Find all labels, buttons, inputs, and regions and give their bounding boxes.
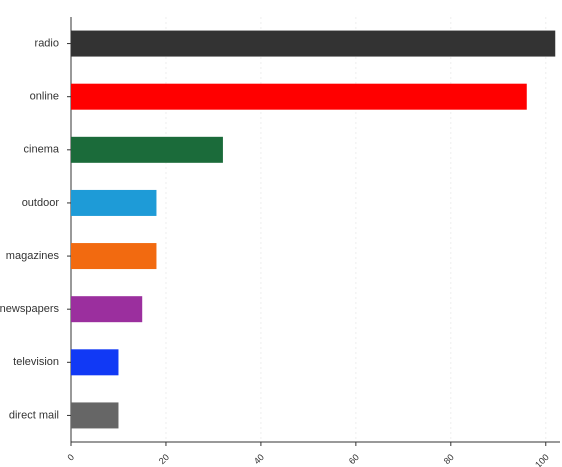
bar [71,296,143,323]
x-tick-label: 100 [533,452,551,467]
x-tick-label: 0 [65,452,76,463]
y-tick-label: outdoor [22,197,60,209]
bar [71,243,157,270]
y-tick-label: television [13,356,59,368]
x-tick-label: 40 [252,452,266,466]
y-tick-label: newspapers [0,303,59,315]
y-tick-label: magazines [6,250,60,262]
bar [71,83,527,110]
bar [71,136,223,163]
y-tick-label: cinema [24,144,60,156]
x-tick-label: 20 [157,452,171,466]
y-tick-label: direct mail [9,409,59,421]
bar [71,402,119,429]
bar [71,189,157,216]
x-tick-label: 60 [347,452,361,466]
y-tick-label: radio [35,37,59,49]
x-tick-label: 80 [442,452,456,466]
bar [71,30,556,57]
y-tick-label: online [30,91,59,103]
bar [71,349,119,376]
